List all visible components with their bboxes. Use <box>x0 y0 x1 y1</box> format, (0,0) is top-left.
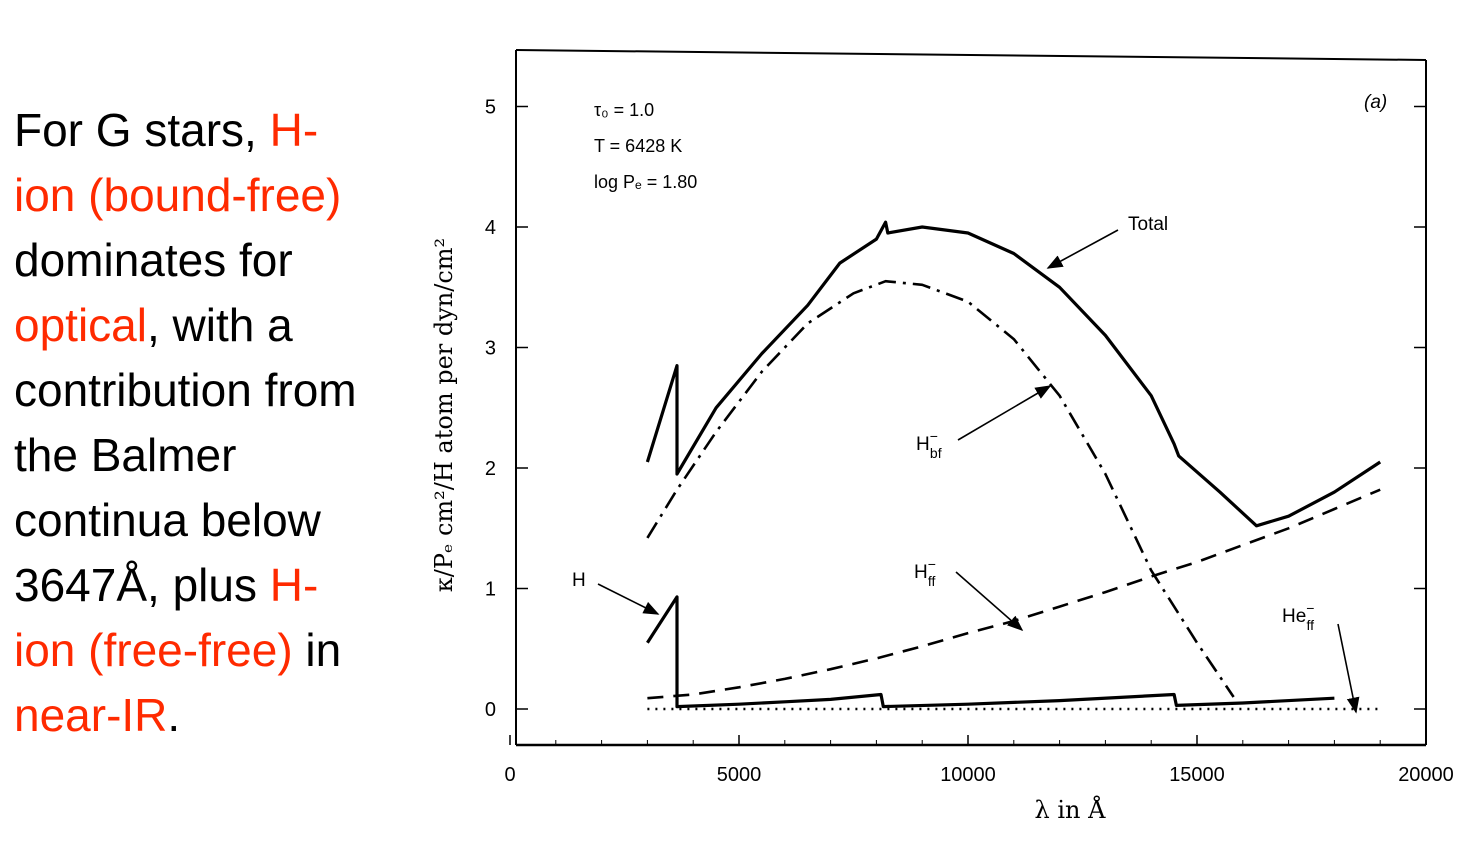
param-line-1: T = 6428 K <box>594 136 682 156</box>
y-tick-label: 2 <box>485 458 496 480</box>
explanation-text: For G stars, H- ion (bound-free) dominat… <box>14 98 434 748</box>
annotation-arrow-hbf <box>957 385 1052 441</box>
x-tick-label: 15000 <box>1169 764 1225 786</box>
text-line-7: continua below <box>14 494 321 546</box>
annotation-hff: H− ff <box>914 556 936 589</box>
series-line-0 <box>645 220 1382 528</box>
y-tick-label: 4 <box>485 217 496 239</box>
x-axis-label: λ in Å <box>1035 795 1107 824</box>
axis-ticks: 0 5000 10000 15000 20000 0 1 2 3 4 5 <box>485 97 1454 787</box>
x-tick-label: 0 <box>504 764 515 786</box>
text-line-5: contribution from <box>14 364 357 416</box>
text-line-1: For G stars, H- <box>14 104 319 156</box>
highlight-h-ion-2: H- <box>269 559 319 611</box>
highlight-free-free: ion (free-free) <box>14 624 293 676</box>
x-tick-label: 5000 <box>717 764 762 786</box>
labels-group: τ₀ = 1.0 T = 6428 K log Pₑ = 1.80 (a) λ in Å… <box>430 92 1387 824</box>
text-line-8: 3647Å, plus H- <box>14 559 319 611</box>
annotation-arrow-hff <box>955 571 1024 632</box>
y-tick-label: 0 <box>485 699 496 721</box>
annotation-total: Total <box>1128 214 1168 235</box>
x-tick-label: 20000 <box>1398 764 1454 786</box>
series-line-1 <box>646 279 1235 698</box>
annotation-hbf: H− bf <box>916 428 942 461</box>
annotation-arrow-h <box>597 583 660 615</box>
y-tick-label: 1 <box>485 579 496 601</box>
y-axis-label: κ/Pₑ cm²/H atom per dyn/cm² <box>430 238 458 592</box>
y-tick-label: 5 <box>485 97 496 119</box>
text-line-9: ion (free-free) in <box>14 624 342 676</box>
text-line-4: optical, with a <box>14 299 293 351</box>
x-tick-label: 10000 <box>940 764 996 786</box>
plot-frame <box>515 49 1427 747</box>
frame-top <box>515 49 1427 61</box>
param-line-0: τ₀ = 1.0 <box>594 100 654 120</box>
annotation-arrow-total <box>1046 229 1119 269</box>
annotation-h: H <box>572 570 586 591</box>
annotations-group: Total H− bf H− ff H He− ff <box>572 214 1360 714</box>
y-tick-label: 3 <box>485 338 496 360</box>
param-line-2: log Pₑ = 1.80 <box>594 172 697 192</box>
highlight-h-ion: H- <box>269 104 319 156</box>
highlight-near-ir: near-IR <box>14 689 168 741</box>
series-line-3 <box>646 595 1335 709</box>
text-line-6: the Balmer <box>14 429 237 481</box>
text-line-3: dominates for <box>14 234 293 286</box>
annotation-arrow-heff <box>1337 623 1360 714</box>
text-line-10: near-IR. <box>14 689 181 741</box>
panel-label: (a) <box>1364 92 1387 113</box>
highlight-optical: optical <box>14 299 147 351</box>
annotation-heff: He− ff <box>1282 600 1314 633</box>
series-group <box>645 220 1382 711</box>
text-line-2: ion (bound-free) <box>14 169 342 221</box>
